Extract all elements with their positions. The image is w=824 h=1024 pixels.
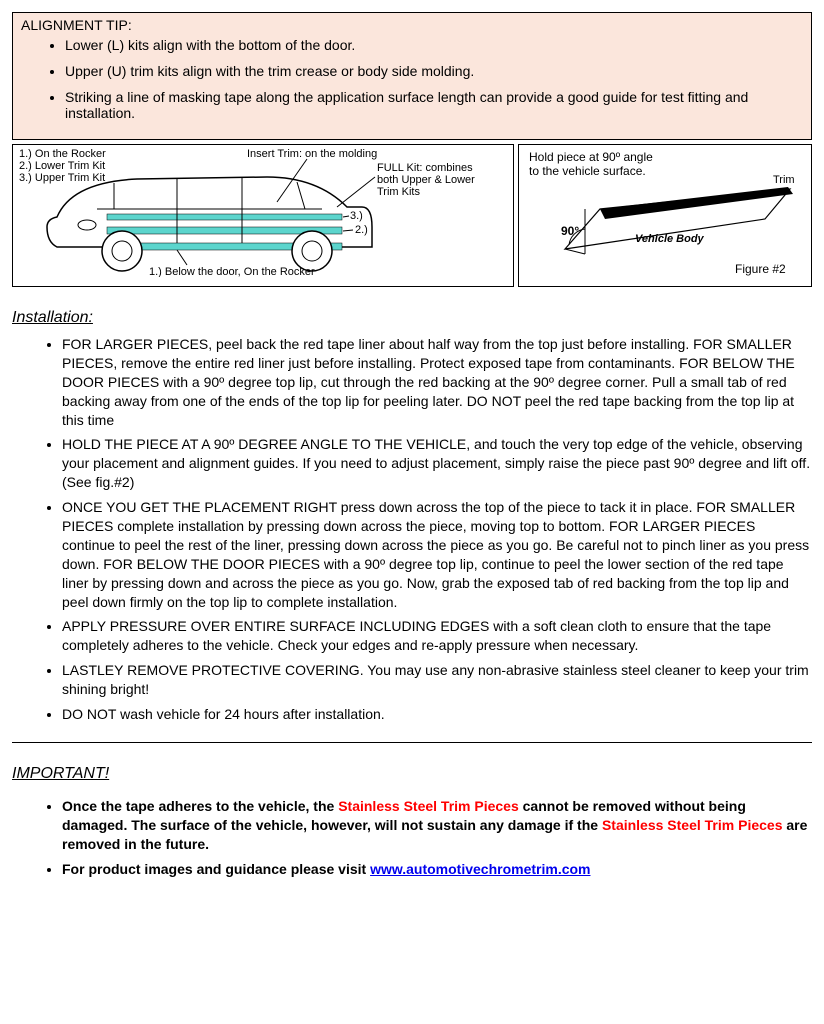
angle-instr2: to the vehicle surface.: [529, 164, 646, 178]
num2: 2.): [355, 224, 368, 236]
legend-3: 3.) Upper Trim Kit: [19, 172, 105, 184]
legend-2: 2.) Lower Trim Kit: [19, 160, 105, 172]
body-label: Vehicle Body: [635, 233, 705, 245]
below-door-label: 1.) Below the door, On the Rocker: [149, 266, 315, 277]
installation-heading: Installation:: [12, 309, 812, 327]
important-item: For product images and guidance please v…: [62, 860, 812, 879]
install-item: DO NOT wash vehicle for 24 hours after i…: [62, 705, 812, 724]
important-item: Once the tape adheres to the vehicle, th…: [62, 797, 812, 854]
tip-item: Lower (L) kits align with the bottom of …: [65, 37, 803, 53]
full-kit-3: Trim Kits: [377, 186, 420, 198]
diagram-row: 1.) On the Rocker 2.) Lower Trim Kit 3.)…: [12, 144, 812, 287]
installation-list: FOR LARGER PIECES, peel back the red tap…: [12, 335, 812, 724]
car-diagram: 1.) On the Rocker 2.) Lower Trim Kit 3.)…: [12, 144, 514, 287]
insert-trim-label: Insert Trim: on the molding: [247, 148, 377, 160]
red-text: Stainless Steel Trim Pieces: [338, 798, 519, 814]
install-item: APPLY PRESSURE OVER ENTIRE SURFACE INCLU…: [62, 617, 812, 655]
angle-instr1: Hold piece at 90º angle: [529, 150, 653, 164]
install-item: FOR LARGER PIECES, peel back the red tap…: [62, 335, 812, 429]
install-item: ONCE YOU GET THE PLACEMENT RIGHT press d…: [62, 498, 812, 611]
trim-piece: [600, 187, 793, 219]
important-text: Once the tape adheres to the vehicle, th…: [62, 798, 338, 814]
angle-diagram: Hold piece at 90º angle to the vehicle s…: [518, 144, 812, 287]
install-item: HOLD THE PIECE AT A 90º DEGREE ANGLE TO …: [62, 435, 812, 492]
red-text: Stainless Steel Trim Pieces: [602, 817, 783, 833]
tip-item: Striking a line of masking tape along th…: [65, 89, 803, 121]
trim-label: Trim: [773, 174, 795, 186]
car-svg: 1.) On the Rocker 2.) Lower Trim Kit 3.)…: [17, 147, 509, 277]
important-text: For product images and guidance please v…: [62, 861, 370, 877]
tip-title: ALIGNMENT TIP:: [21, 17, 803, 33]
full-kit-1: FULL Kit: combines: [377, 162, 473, 174]
tip-item: Upper (U) trim kits align with the trim …: [65, 63, 803, 79]
alignment-tip-box: ALIGNMENT TIP: Lower (L) kits align with…: [12, 12, 812, 140]
link-text[interactable]: www.automotivechrometrim.com: [370, 861, 590, 877]
legend-1: 1.) On the Rocker: [19, 148, 106, 160]
upper-trim-strip: [107, 214, 342, 220]
num3: 3.): [350, 210, 363, 222]
angle-90: 90°: [561, 224, 579, 238]
angle-svg: Hold piece at 90º angle to the vehicle s…: [525, 149, 801, 279]
important-list: Once the tape adheres to the vehicle, th…: [12, 797, 812, 879]
important-heading: IMPORTANT!: [12, 765, 812, 783]
tip-list: Lower (L) kits align with the bottom of …: [21, 37, 803, 121]
divider: [12, 742, 812, 743]
full-kit-2: both Upper & Lower: [377, 174, 475, 186]
install-item: LASTLEY REMOVE PROTECTIVE COVERING. You …: [62, 661, 812, 699]
figure-label: Figure #2: [735, 262, 786, 276]
